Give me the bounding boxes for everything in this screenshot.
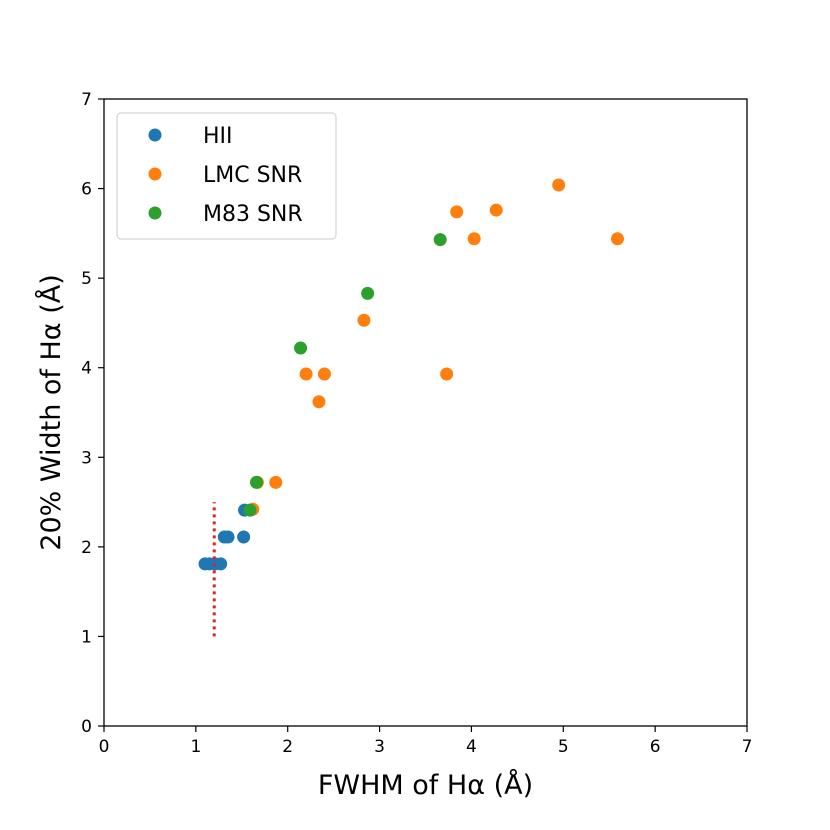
plot-frame	[103, 98, 748, 727]
x-axis: 0 1 2 3 4 5 6 7	[99, 726, 753, 757]
point-hii-3	[214, 557, 228, 571]
x-axis-label: FWHM of Hα (Å)	[318, 769, 533, 801]
y-tick-label: 5	[81, 269, 92, 289]
legend-marker-hii	[148, 128, 162, 142]
legend-marker-lmc-snr	[148, 167, 162, 181]
point-lmc-snr-7	[440, 367, 454, 381]
point-m83-snr-1	[249, 475, 263, 489]
point-m83-snr-0	[243, 503, 257, 517]
x-tick-label: 5	[558, 737, 569, 757]
point-lmc-snr-4	[312, 395, 326, 409]
point-lmc-snr-10	[489, 203, 503, 217]
data-marks	[198, 178, 624, 637]
legend-label-lmc-snr: LMC SNR	[203, 163, 302, 188]
point-lmc-snr-12	[610, 232, 624, 246]
x-tick-label: 0	[99, 737, 110, 757]
legend-marker-m83-snr	[148, 206, 162, 220]
point-m83-snr-2	[294, 341, 308, 355]
point-lmc-snr-9	[467, 232, 481, 246]
y-tick-label: 6	[81, 180, 92, 200]
x-tick-label: 7	[742, 737, 753, 757]
x-tick-label: 1	[190, 737, 201, 757]
legend-label-hii: HII	[203, 124, 233, 149]
legend: HII LMC SNR M83 SNR	[116, 112, 337, 240]
point-hii-5	[221, 530, 235, 544]
y-tick-label: 3	[81, 448, 92, 468]
point-lmc-snr-11	[552, 178, 566, 192]
y-axis-label: 20% Width of Hα (Å)	[35, 274, 67, 550]
point-lmc-snr-3	[299, 367, 313, 381]
x-tick-label: 2	[282, 737, 293, 757]
x-tick-label: 3	[374, 737, 385, 757]
point-hii-6	[237, 530, 251, 544]
y-tick-label: 7	[81, 90, 92, 110]
point-m83-snr-4	[433, 233, 447, 247]
point-lmc-snr-2	[269, 475, 283, 489]
y-tick-label: 2	[81, 538, 92, 558]
y-axis: 0 1 2 3 4 5 6 7	[81, 90, 104, 737]
y-tick-label: 0	[81, 717, 92, 737]
x-tick-label: 6	[650, 737, 661, 757]
legend-box	[116, 112, 337, 240]
point-lmc-snr-5	[317, 367, 331, 381]
point-m83-snr-3	[361, 286, 375, 300]
y-tick-label: 4	[81, 359, 92, 379]
legend-label-m83-snr: M83 SNR	[203, 202, 303, 227]
point-lmc-snr-6	[357, 313, 371, 327]
x-tick-label: 4	[466, 737, 477, 757]
point-lmc-snr-8	[450, 205, 464, 219]
y-tick-label: 1	[81, 627, 92, 647]
